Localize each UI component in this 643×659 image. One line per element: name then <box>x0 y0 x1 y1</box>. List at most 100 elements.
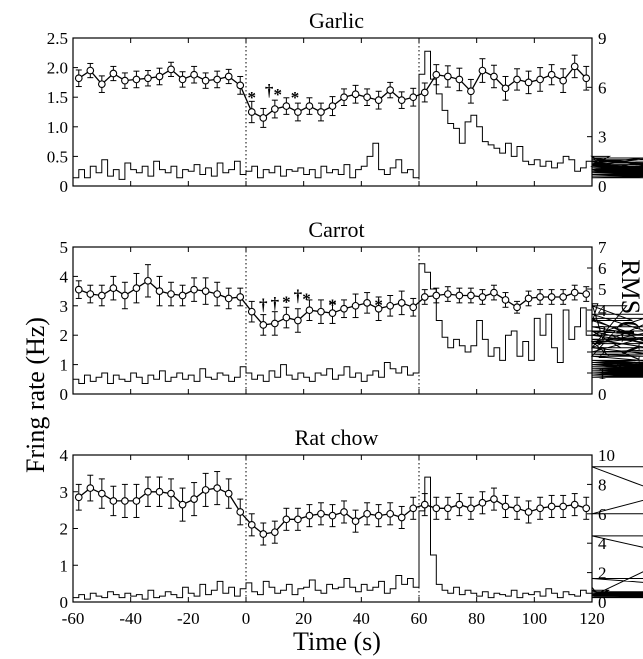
data-point <box>536 293 544 301</box>
data-point <box>524 78 533 87</box>
data-point <box>294 515 302 524</box>
data-point <box>190 70 198 79</box>
y-right-tick-label: 5 <box>598 280 607 299</box>
data-point <box>328 309 337 318</box>
data-point <box>247 520 256 529</box>
data-point <box>167 290 175 298</box>
y-right-tick-label: 9 <box>598 29 607 48</box>
data-point <box>524 508 533 516</box>
data-point <box>582 504 591 513</box>
data-point <box>409 504 418 513</box>
data-point <box>409 303 418 312</box>
y-left-tick-label: 3 <box>60 483 69 502</box>
rms-histogram <box>72 50 643 186</box>
data-point <box>132 284 141 293</box>
data-point <box>305 511 314 520</box>
x-tick-label: 100 <box>522 609 548 628</box>
y-right-tick-label: 2 <box>598 343 607 362</box>
data-point <box>317 307 325 316</box>
data-point <box>570 62 579 71</box>
x-tick-label: 40 <box>353 609 370 628</box>
data-point <box>121 497 129 505</box>
y-left-tick-label: 0 <box>60 385 69 404</box>
x-tick-label: 60 <box>411 609 428 628</box>
y-left-tick-label: 1.0 <box>47 118 68 137</box>
y-axis-label-right: RMS (μV) <box>616 259 643 370</box>
data-point <box>397 96 406 105</box>
x-tick-label: -60 <box>62 609 85 628</box>
data-point <box>178 500 187 509</box>
significance-marker: † <box>259 295 268 314</box>
data-point <box>478 66 487 75</box>
x-tick-label: 20 <box>295 609 312 628</box>
data-point <box>282 515 291 524</box>
data-point <box>363 93 371 102</box>
data-point <box>121 76 129 85</box>
y-right-tick-label: 6 <box>598 259 607 278</box>
data-point <box>501 84 510 93</box>
data-point <box>374 511 383 520</box>
data-point <box>190 285 198 294</box>
data-point <box>317 108 325 116</box>
data-point <box>420 500 429 509</box>
y-axis-label-left: Fring rate (Hz) <box>21 317 50 473</box>
data-point <box>420 88 429 97</box>
y-right-tick-label: 10 <box>598 446 615 465</box>
significance-marker: † <box>271 294 280 313</box>
data-point <box>559 502 568 511</box>
data-point <box>97 291 106 300</box>
y-left-tick-label: 1 <box>60 356 69 375</box>
data-point <box>490 495 498 503</box>
data-point <box>155 287 164 295</box>
x-tick-label: -20 <box>177 609 200 628</box>
data-point <box>570 500 579 509</box>
data-point <box>547 70 556 79</box>
data-point <box>547 293 556 301</box>
y-right-tick-label: 3 <box>598 322 607 341</box>
y-left-tick-label: 1 <box>60 556 69 575</box>
significance-marker: * <box>248 88 257 107</box>
data-point <box>201 486 210 494</box>
y-left-tick-label: 2.0 <box>47 59 68 78</box>
panel-title: Garlic <box>309 8 364 33</box>
data-point <box>386 86 395 94</box>
data-point <box>259 321 268 329</box>
data-point <box>86 290 95 298</box>
data-point <box>247 108 256 116</box>
data-point <box>340 508 348 516</box>
significance-marker: * <box>302 289 311 308</box>
significance-marker: * <box>273 85 282 104</box>
y-left-tick-label: 2.5 <box>47 29 68 48</box>
y-left-tick-label: 4 <box>60 446 69 465</box>
data-point <box>224 489 233 498</box>
data-point <box>132 75 141 84</box>
data-point <box>409 93 418 102</box>
data-point <box>363 299 371 307</box>
significance-marker: * <box>291 88 300 107</box>
y-left-tick-label: 4 <box>60 267 69 286</box>
data-point <box>340 304 348 313</box>
data-point <box>513 75 521 84</box>
y-left-tick-label: 1.5 <box>47 88 68 107</box>
y-right-tick-label: 0 <box>598 593 607 612</box>
y-right-tick-label: 3 <box>598 128 607 147</box>
data-point <box>109 284 118 293</box>
plot-frame <box>72 246 593 395</box>
y-left-tick-label: 2 <box>60 326 69 345</box>
data-point <box>443 504 452 513</box>
x-tick-label: -40 <box>119 609 142 628</box>
data-point <box>282 313 291 322</box>
data-point <box>340 93 348 102</box>
data-point <box>443 290 452 298</box>
data-point <box>86 66 95 75</box>
data-point <box>478 293 487 301</box>
data-point <box>213 484 222 492</box>
data-point <box>397 299 406 307</box>
data-point <box>201 76 210 85</box>
y-right-tick-label: 6 <box>598 78 607 97</box>
data-point <box>178 75 187 84</box>
data-point <box>501 296 510 304</box>
